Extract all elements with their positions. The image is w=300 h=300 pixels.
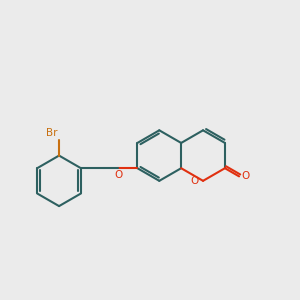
- Text: O: O: [190, 176, 199, 186]
- Text: Br: Br: [46, 128, 57, 139]
- Text: O: O: [114, 170, 122, 180]
- Text: O: O: [242, 171, 250, 182]
